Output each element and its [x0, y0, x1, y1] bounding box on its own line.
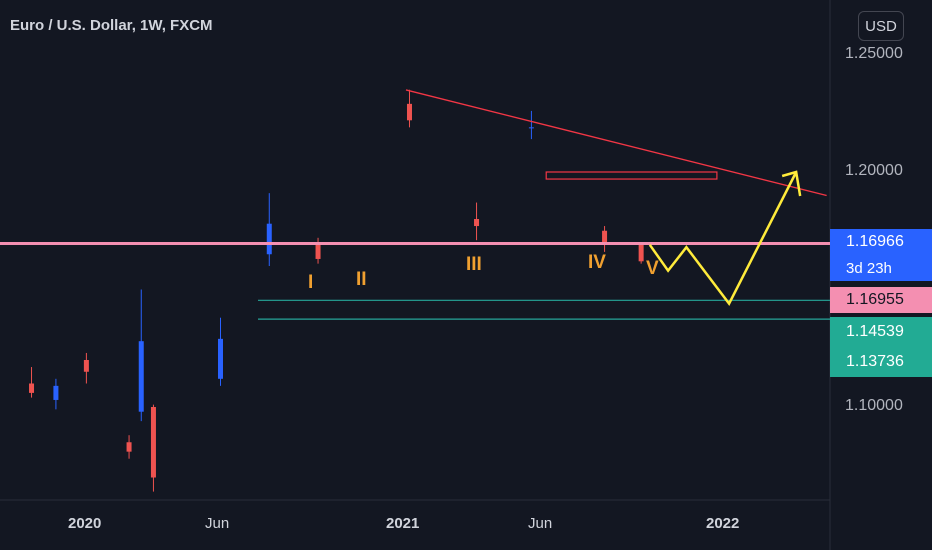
symbol-title[interactable]: Euro / U.S. Dollar, 1W, FXCM — [10, 17, 213, 34]
candle-2020-06-05 — [218, 317, 224, 386]
time-tick-2020: 2020 — [68, 515, 102, 532]
candle-2020-02-21 — [126, 435, 132, 459]
projection-arrowhead — [781, 170, 802, 197]
wave-label-i: I — [308, 272, 314, 293]
support-price-label: 1.16955 — [830, 287, 932, 313]
current-price-label: 1.16966 — [830, 229, 932, 255]
time-tick-2022: 2022 — [706, 515, 740, 532]
price-tick-1.10000: 1.10000 — [845, 397, 903, 414]
candle-2020-01-03 — [83, 352, 89, 384]
projection-path[interactable] — [648, 171, 798, 306]
candle-2020-03-06 — [138, 289, 144, 422]
candle-2021-10-01 — [638, 242, 644, 264]
annotations-layer — [0, 89, 830, 320]
candle-2020-07-31 — [266, 193, 272, 266]
candles-layer — [29, 89, 644, 492]
target-price-label-2: 1.13736 — [830, 346, 932, 377]
currency-button[interactable]: USD — [858, 11, 904, 41]
candle-2020-09-25 — [315, 237, 321, 264]
candle-2019-11-29 — [53, 378, 59, 410]
candle-2021-03-26 — [474, 202, 480, 241]
candle-2021-05-28 — [528, 110, 534, 140]
candle-2021-08-20 — [602, 226, 608, 252]
wave-label-iii: III — [466, 254, 482, 275]
time-tick-jun-2020: Jun — [205, 515, 230, 532]
target-price-label-1: 1.14539 — [830, 317, 932, 346]
countdown-label: 3d 23h — [830, 255, 932, 281]
time-tick-jun-2021: Jun — [528, 515, 553, 532]
wave-label-ii: II — [356, 269, 367, 290]
candle-2020-03-20 — [150, 404, 156, 492]
candle-2019-11-01 — [29, 367, 35, 398]
wave-label-v: V — [646, 258, 659, 279]
price-tick-1.25000: 1.25000 — [845, 45, 903, 62]
resistance-box[interactable] — [545, 171, 718, 180]
time-tick-2021: 2021 — [386, 515, 420, 532]
price-tick-1.20000: 1.20000 — [845, 162, 903, 179]
candle-2021-01-08 — [406, 89, 412, 128]
wave-label-iv: IV — [588, 252, 606, 273]
descending-trendline[interactable] — [405, 89, 827, 197]
